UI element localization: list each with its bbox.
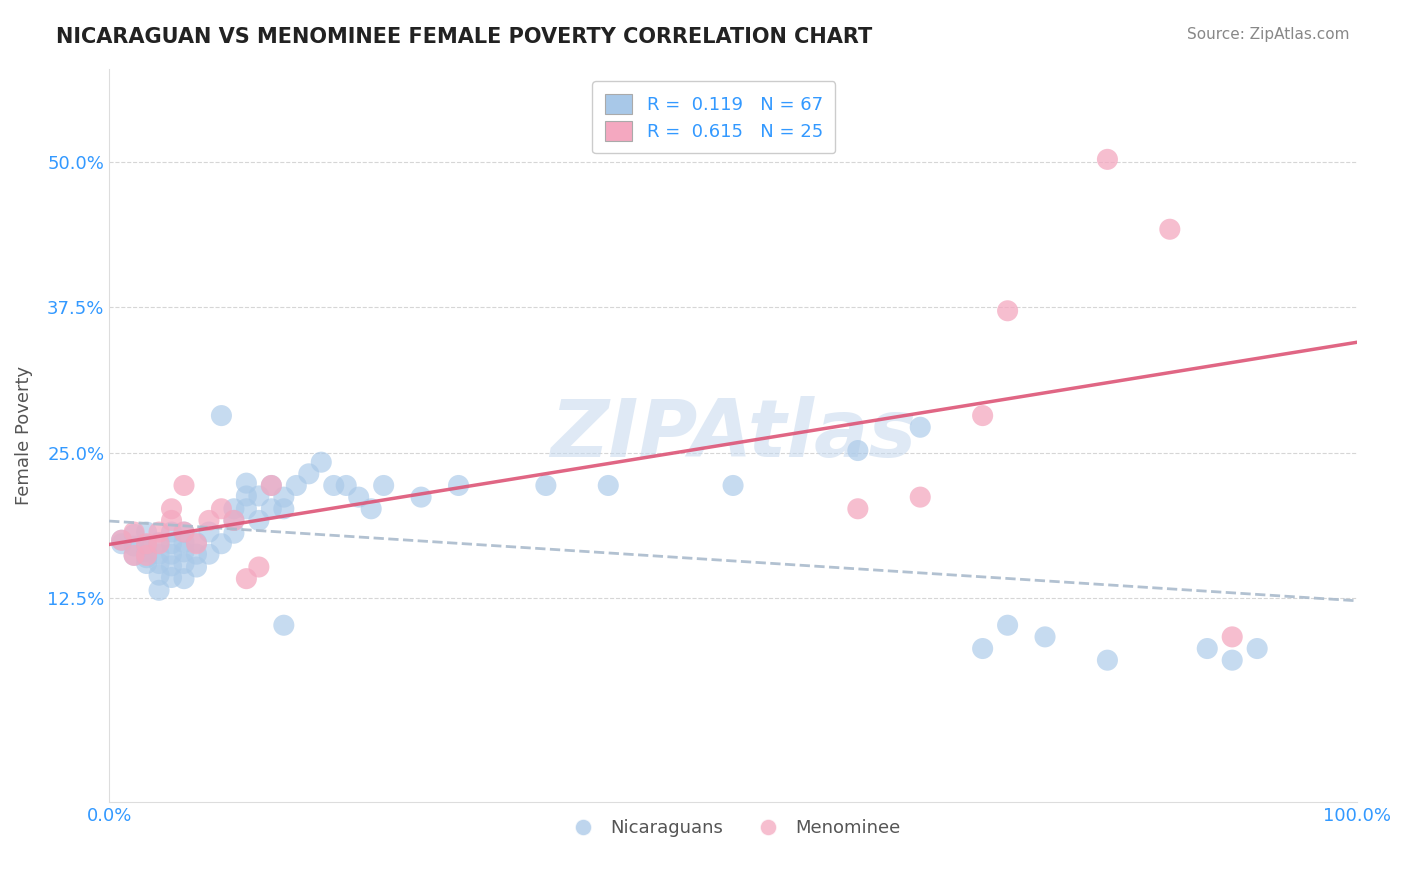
Point (160, 537, 183, 551)
Point (260, 478, 283, 492)
Point (222, 501, 245, 516)
Point (222, 526, 245, 541)
Point (910, 420, 932, 434)
Point (173, 557, 195, 571)
Point (360, 501, 382, 516)
Point (122, 539, 145, 553)
Point (186, 537, 208, 551)
Point (110, 533, 132, 548)
Point (285, 478, 308, 492)
Point (347, 490, 370, 504)
Point (235, 476, 257, 491)
Point (173, 545, 195, 559)
Point (135, 545, 157, 559)
Point (186, 560, 208, 574)
Point (335, 478, 357, 492)
Point (135, 549, 157, 563)
Text: Source: ZipAtlas.com: Source: ZipAtlas.com (1187, 27, 1350, 42)
Point (122, 549, 145, 563)
Point (209, 501, 232, 516)
Point (298, 467, 321, 481)
Point (135, 524, 157, 539)
Point (235, 501, 257, 516)
Legend: Nicaraguans, Menominee: Nicaraguans, Menominee (558, 812, 908, 845)
Point (1097, 153, 1119, 167)
Point (447, 478, 470, 492)
Point (122, 524, 145, 539)
Point (173, 524, 195, 539)
Point (122, 527, 145, 541)
Point (135, 537, 157, 551)
Point (1220, 653, 1243, 667)
Point (222, 513, 245, 527)
Point (235, 489, 257, 503)
Point (135, 550, 157, 565)
Point (222, 513, 245, 527)
Point (148, 568, 170, 582)
Point (373, 478, 395, 492)
Point (148, 557, 170, 571)
Point (186, 535, 208, 549)
Point (173, 524, 195, 539)
Point (1097, 653, 1119, 667)
Point (247, 489, 270, 503)
Point (409, 490, 432, 504)
Point (198, 513, 221, 527)
Point (1159, 222, 1181, 236)
Point (1197, 641, 1219, 656)
Point (260, 478, 283, 492)
Point (160, 570, 183, 584)
Point (110, 533, 132, 548)
Point (148, 583, 170, 598)
Point (173, 572, 195, 586)
Point (209, 409, 232, 423)
Point (209, 537, 232, 551)
Point (148, 547, 170, 561)
Point (148, 537, 170, 551)
Point (260, 501, 283, 516)
Point (173, 535, 195, 549)
Point (846, 443, 869, 458)
Point (1033, 630, 1056, 644)
Point (309, 455, 332, 469)
Point (247, 513, 270, 527)
Point (110, 537, 132, 551)
Point (198, 524, 221, 539)
Y-axis label: Female Poverty: Female Poverty (15, 366, 32, 505)
Point (173, 478, 195, 492)
Point (997, 303, 1019, 318)
Point (972, 409, 994, 423)
Point (235, 572, 257, 586)
Point (910, 490, 932, 504)
Point (534, 478, 557, 492)
Point (247, 560, 270, 574)
Text: NICARAGUAN VS MENOMINEE FEMALE POVERTY CORRELATION CHART: NICARAGUAN VS MENOMINEE FEMALE POVERTY C… (56, 27, 873, 46)
Point (1220, 630, 1243, 644)
Point (721, 478, 744, 492)
Point (273, 501, 295, 516)
Point (322, 478, 344, 492)
Point (598, 478, 620, 492)
Point (997, 618, 1019, 632)
Point (198, 547, 221, 561)
Point (273, 490, 295, 504)
Point (135, 557, 157, 571)
Point (160, 524, 183, 539)
Point (160, 558, 183, 573)
Point (846, 501, 869, 516)
Point (972, 641, 994, 656)
Text: ZIPAtlas: ZIPAtlas (550, 396, 917, 475)
Point (273, 618, 295, 632)
Point (160, 513, 183, 527)
Point (148, 535, 170, 549)
Point (122, 549, 145, 563)
Point (160, 501, 183, 516)
Point (186, 547, 208, 561)
Point (1246, 641, 1268, 656)
Point (148, 524, 170, 539)
Point (160, 547, 183, 561)
Point (135, 538, 157, 552)
